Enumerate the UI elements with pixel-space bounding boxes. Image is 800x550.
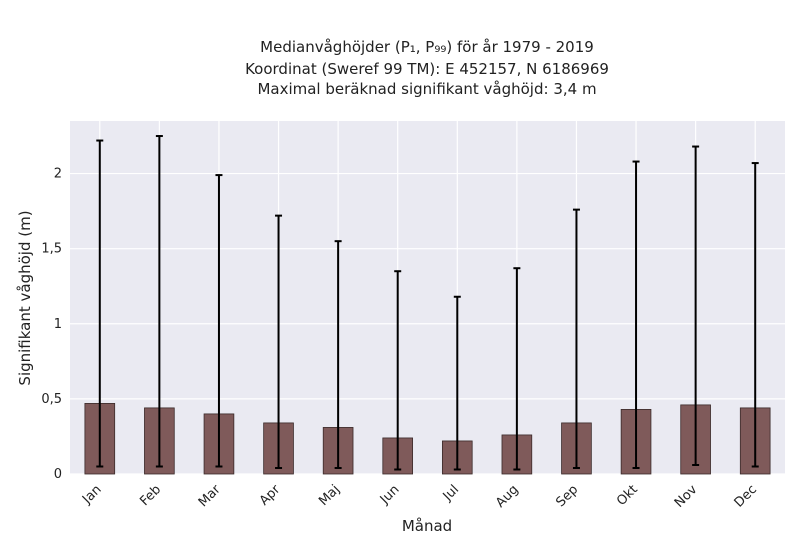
error-bar-nov xyxy=(692,145,700,466)
y-tick-label: 1,5 xyxy=(41,242,62,257)
y-axis-label: Signifikant våghöjd (m) xyxy=(16,210,34,385)
error-bar-apr xyxy=(275,214,283,469)
error-bar-okt xyxy=(632,160,640,469)
y-tick-label: 0 xyxy=(54,467,62,482)
y-tick-label: 2 xyxy=(54,167,62,182)
error-bars xyxy=(96,135,759,471)
x-tick-label: Mar xyxy=(196,482,224,510)
x-tick-label: Jan xyxy=(79,482,104,507)
error-bar-feb xyxy=(155,135,163,468)
x-tick-label: Dec xyxy=(732,482,760,510)
x-tick-label: Nov xyxy=(672,482,701,511)
error-bar-sep xyxy=(572,208,580,469)
chart-title-line-1: Medianvåghöjder (P₁, P₉₉) för år 1979 - … xyxy=(260,38,594,56)
y-axis-ticks: 0 0,5 1 1,5 2 xyxy=(41,167,62,482)
x-tick-label: Aug xyxy=(493,482,522,511)
error-bar-aug xyxy=(513,267,521,471)
x-tick-label: Feb xyxy=(137,482,164,509)
x-tick-label: Jul xyxy=(440,482,462,504)
error-bar-dec xyxy=(751,162,759,468)
error-bar-jul xyxy=(453,295,461,471)
chart-title-line-3: Maximal beräknad signifikant våghöjd: 3,… xyxy=(257,80,596,98)
error-bar-maj xyxy=(334,240,342,469)
x-tick-label: Apr xyxy=(257,482,284,509)
plot-area xyxy=(70,121,785,474)
x-tick-label: Maj xyxy=(316,482,343,509)
x-tick-label: Jun xyxy=(377,482,403,508)
error-bar-jan xyxy=(96,139,104,468)
error-bar-jun xyxy=(394,270,402,471)
error-bar-mar xyxy=(215,174,223,468)
x-axis-ticks: Jan Feb Mar Apr Maj Jun Jul Aug Sep Okt Nov Dec xyxy=(79,482,760,511)
y-tick-label: 0,5 xyxy=(41,392,62,407)
x-axis-label: Månad xyxy=(402,517,452,535)
chart-title-line-2: Koordinat (Sweref 99 TM): E 452157, N 61… xyxy=(245,60,609,78)
x-tick-label: Okt xyxy=(614,482,641,509)
y-tick-label: 1 xyxy=(54,317,62,332)
x-tick-label: Sep xyxy=(553,482,581,510)
